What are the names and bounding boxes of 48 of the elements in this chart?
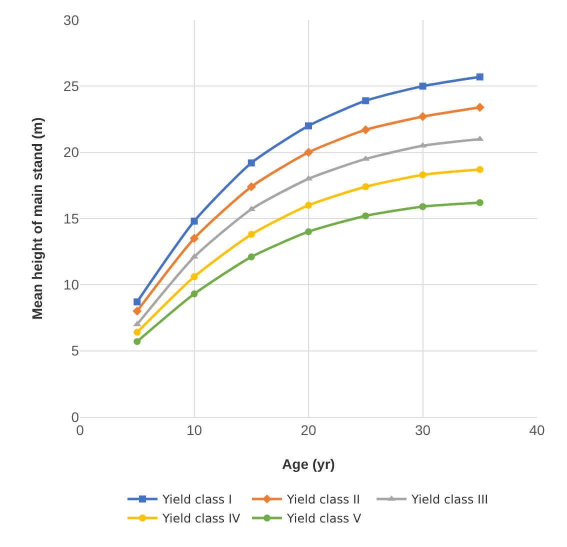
point [419,82,426,90]
point [476,166,484,174]
point [248,159,255,166]
legend-label: Yield class V [286,512,362,526]
point [190,290,198,298]
legend-label: Yield class I [162,492,232,507]
point [133,320,142,326]
point [475,102,484,112]
point [362,212,370,220]
point [305,228,312,236]
point [361,125,370,134]
point [190,234,199,243]
point [190,273,198,280]
point [362,183,370,190]
point [418,112,428,122]
point [305,122,312,130]
point [248,253,255,260]
y-tick-label: 25 [63,78,80,94]
y-tick-label: 0 [71,408,80,425]
point [419,171,426,178]
x-tick-label: 40 [529,422,545,438]
point [134,338,141,346]
y-axis-title: Mean height of main stand (m) [29,117,45,320]
point [362,97,370,104]
point [134,298,141,306]
y-tick-label: 20 [63,144,80,160]
x-tick-label: 20 [300,422,316,438]
legend-label: Yield class II [286,492,360,507]
x-tick-label: 30 [414,422,431,438]
point [190,218,198,225]
point [419,203,426,210]
y-tick-label: 5 [71,342,80,359]
point [476,73,484,80]
x-tick-label: 10 [186,422,202,438]
point [132,306,142,316]
point [476,199,484,206]
point [304,148,314,157]
point [305,202,312,209]
point [246,182,256,192]
point [134,328,141,336]
point [190,253,198,259]
y-tick-label: 15 [63,210,80,226]
y-tick-label: 30 [63,12,80,28]
legend-label: Yield class IV [162,512,242,526]
y-tick-label: 10 [63,276,80,293]
point [248,230,255,238]
x-axis-title: Age (yr) [282,456,335,472]
legend-label: Yield class III [410,492,488,507]
